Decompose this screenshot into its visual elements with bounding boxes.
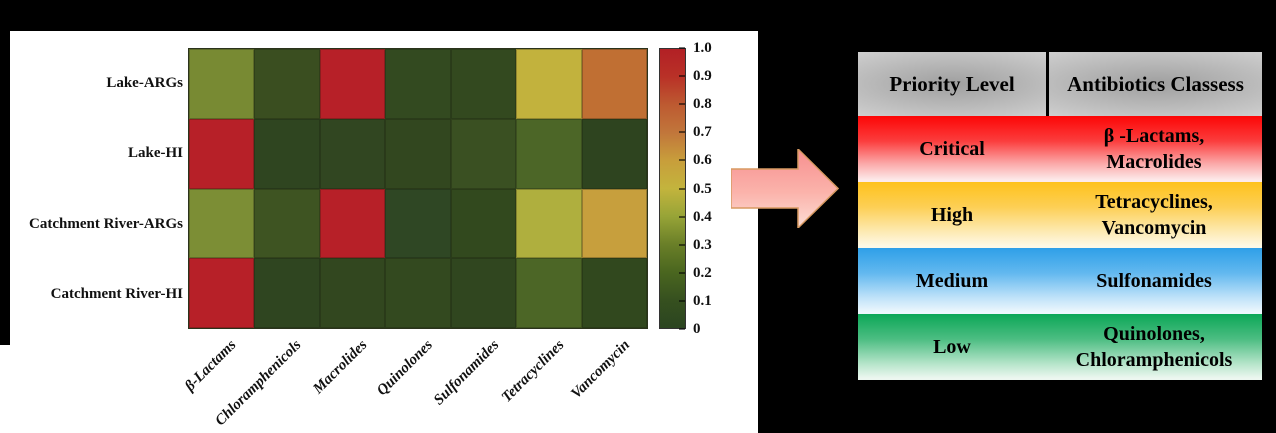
antibiotics-classes-line: Tetracyclines, (1095, 191, 1213, 213)
priority-level-cell: Medium (915, 269, 989, 292)
heatmap-grid (188, 48, 648, 329)
colorbar-tick-label: 0.5 (693, 180, 712, 197)
heatmap-cell-r2-c4 (450, 188, 517, 259)
antibiotics-classes-line: β -Lactams, (1103, 125, 1205, 147)
antibiotics-classes-cell: Quinolones, Chloramphenicols (1046, 314, 1262, 380)
colorbar-tick-label: 0.1 (693, 292, 712, 309)
heatmap-cell-r1-c5 (516, 118, 582, 189)
priority-level-cell: Critical (919, 137, 985, 160)
heatmap-cell-r0-c3 (385, 49, 451, 119)
colorbar-tick-mark (679, 103, 685, 106)
header-priority-level: Priority Level (858, 52, 1046, 116)
heatmap-cell-r1-c4 (450, 118, 517, 189)
heatmap-cell-r0-c4 (450, 49, 517, 119)
priority-row-critical: Critical β -Lactams, Macrolides (858, 116, 1262, 182)
colorbar-tick-mark (679, 271, 685, 274)
heatmap-cell-r2-c0 (189, 188, 255, 259)
antibiotics-classes-cell: β -Lactams, Macrolides (1046, 116, 1262, 182)
heatmap-cell-r0-c6 (581, 49, 647, 119)
antibiotics-classes-cell: Sulfonamides (1046, 248, 1262, 314)
antibiotics-classes-line: Chloramphenicols (1075, 349, 1233, 371)
panel-notch (0, 345, 10, 433)
colorbar-tick-mark (679, 299, 685, 302)
heatmap-cell-r2-c6 (581, 188, 647, 259)
heatmap-cell-r3-c4 (450, 258, 517, 328)
priority-row-low: Low Quinolones, Chloramphenicols (858, 314, 1262, 380)
colorbar-tick-label: 0.4 (693, 208, 712, 225)
colorbar-tick-label: 0.7 (693, 124, 712, 141)
colorbar-tick-label: 0.9 (693, 68, 712, 85)
heatmap-cell-r0-c5 (516, 49, 582, 119)
heatmap-cell-r2-c5 (516, 188, 582, 259)
heatmap-cell-r1-c0 (189, 118, 255, 189)
colorbar-tick-label: 1.0 (693, 40, 712, 56)
antibiotics-classes-line: Sulfonamides (1096, 270, 1212, 292)
colorbar-tick-mark (679, 187, 685, 190)
heatmap-cell-r0-c2 (319, 49, 386, 119)
heatmap-cell-r2-c1 (254, 188, 320, 259)
colorbar-tick-label: 0.2 (693, 264, 712, 281)
colorbar-tick-mark (679, 159, 685, 162)
antibiotics-classes-line: Macrolides (1106, 151, 1202, 173)
colorbar-tick-mark (679, 328, 685, 330)
heatmap-cell-r0-c0 (189, 49, 255, 119)
heatmap-cell-r0-c1 (254, 49, 320, 119)
heatmap-cell-r3-c3 (385, 258, 451, 328)
colorbar-tick-label: 0.8 (693, 96, 712, 113)
priority-row-high: High Tetracyclines, Vancomycin (858, 182, 1262, 248)
heatmap-row-label: Catchment River-ARGs (29, 215, 183, 232)
antibiotics-classes-cell: Tetracyclines, Vancomycin (1046, 182, 1262, 248)
priority-table-header: Priority Level Antibiotics Classess (858, 52, 1262, 116)
heatmap-cell-r3-c5 (516, 258, 582, 328)
heatmap-cell-r3-c0 (189, 258, 255, 328)
heatmap-cell-r1-c1 (254, 118, 320, 189)
colorbar-tick-label: 0.3 (693, 236, 712, 253)
priority-table-body: Critical β -Lactams, Macrolides High Tetracy… (858, 116, 1262, 380)
antibiotics-classes-line: Quinolones, (1103, 323, 1205, 345)
priority-level-cell: High (930, 203, 974, 226)
heatmap-row-label: Catchment River-HI (50, 285, 183, 302)
heatmap-cell-r1-c3 (385, 118, 451, 189)
colorbar-tick-label: 0.6 (693, 152, 712, 169)
priority-table: Priority Level Antibiotics Classess Crit… (858, 52, 1262, 380)
colorbar-tick-mark (679, 75, 685, 78)
heatmap-cell-r3-c1 (254, 258, 320, 328)
colorbar-tick-mark (679, 243, 685, 246)
colorbar-tick-mark (679, 47, 685, 49)
colorbar-tick-mark (679, 131, 685, 134)
priority-level-cell: Low (933, 335, 971, 358)
heatmap-cell-r2-c2 (319, 188, 386, 259)
header-antibiotics-classes: Antibiotics Classess (1049, 52, 1262, 116)
heatmap-cell-r1-c2 (319, 118, 386, 189)
colorbar-tick-label: 0 (693, 321, 701, 337)
heatmap-cell-r2-c3 (385, 188, 451, 259)
right-arrow-icon (731, 149, 839, 228)
priority-row-medium: Medium Sulfonamides (858, 248, 1262, 314)
heatmap-cell-r3-c6 (581, 258, 647, 328)
colorbar-tick-mark (679, 215, 685, 218)
heatmap-row-label: Lake-HI (127, 145, 183, 162)
heatmap-row-label: Lake-ARGs (106, 75, 183, 92)
antibiotics-classes-line: Vancomycin (1101, 217, 1207, 239)
heatmap-cell-r3-c2 (319, 258, 386, 328)
heatmap-cell-r1-c6 (581, 118, 647, 189)
